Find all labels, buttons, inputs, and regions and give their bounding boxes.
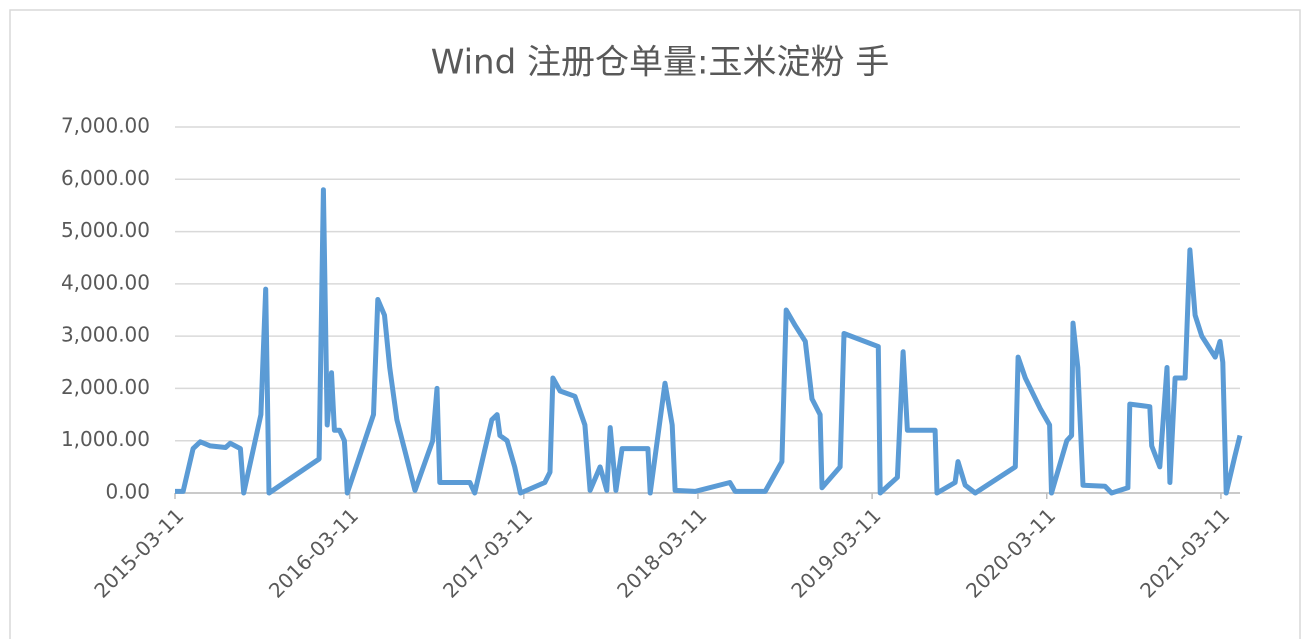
- y-tick-label: 1,000.00: [61, 427, 150, 451]
- chart-title: Wind 注册仓单量:玉米淀粉 手: [431, 43, 890, 83]
- y-tick-label: 2,000.00: [61, 375, 150, 399]
- y-tick-label: 7,000.00: [61, 114, 150, 138]
- y-tick-label: 3,000.00: [61, 323, 150, 347]
- y-tick-label: 4,000.00: [61, 270, 150, 294]
- y-tick-label: 5,000.00: [61, 218, 150, 242]
- y-tick-label: 0.00: [105, 480, 150, 504]
- data-line: [175, 187, 1243, 496]
- y-tick-label: 6,000.00: [61, 166, 150, 190]
- chart-border: [9, 9, 1301, 639]
